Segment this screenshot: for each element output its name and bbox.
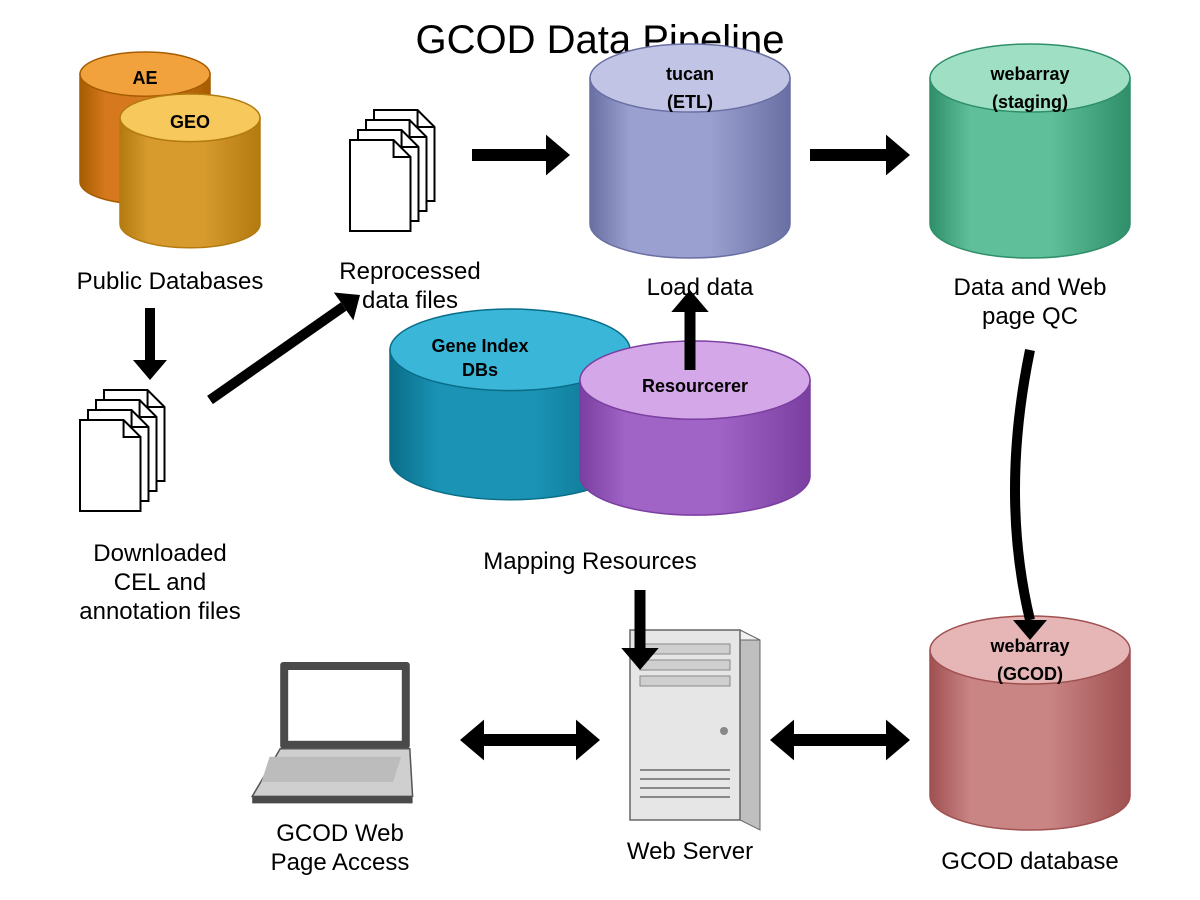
caption-load: Load data [610, 274, 790, 303]
db-gene-label2: DBs [390, 360, 570, 381]
caption-public_db: Public Databases [60, 268, 280, 297]
db-geo-label: GEO [120, 112, 260, 133]
arrow-tucan-to-staging [780, 125, 940, 185]
caption-cel: DownloadedCEL andannotation files [50, 540, 270, 626]
caption-mapping: Mapping Resources [440, 548, 740, 577]
arrow-reproc-to-tucan [442, 125, 600, 185]
caption-webserver: Web Server [600, 838, 780, 867]
caption-gcoddb: GCOD database [920, 848, 1140, 877]
db-tucan-label2: (ETL) [590, 92, 790, 113]
db-tucan-label1: tucan [590, 64, 790, 85]
arrow-laptop-server [430, 710, 630, 770]
arrow-public-to-cel [120, 278, 180, 410]
arrow-server-gcod [740, 710, 940, 770]
arrow-staging-to-gcod [1000, 320, 1060, 670]
laptop-icon [250, 660, 450, 820]
caption-qc: Data and Webpage QC [920, 274, 1140, 332]
db-staging-label1: webarray [930, 64, 1130, 85]
caption-webaccess: GCOD WebPage Access [230, 820, 450, 878]
caption-reproc: Reprocesseddata files [310, 258, 510, 316]
arrow-mapping-to-server [610, 560, 670, 700]
db-staging-label2: (staging) [930, 92, 1130, 113]
db-ae-label: AE [80, 68, 210, 89]
db-gene-label1: Gene Index [390, 336, 570, 357]
